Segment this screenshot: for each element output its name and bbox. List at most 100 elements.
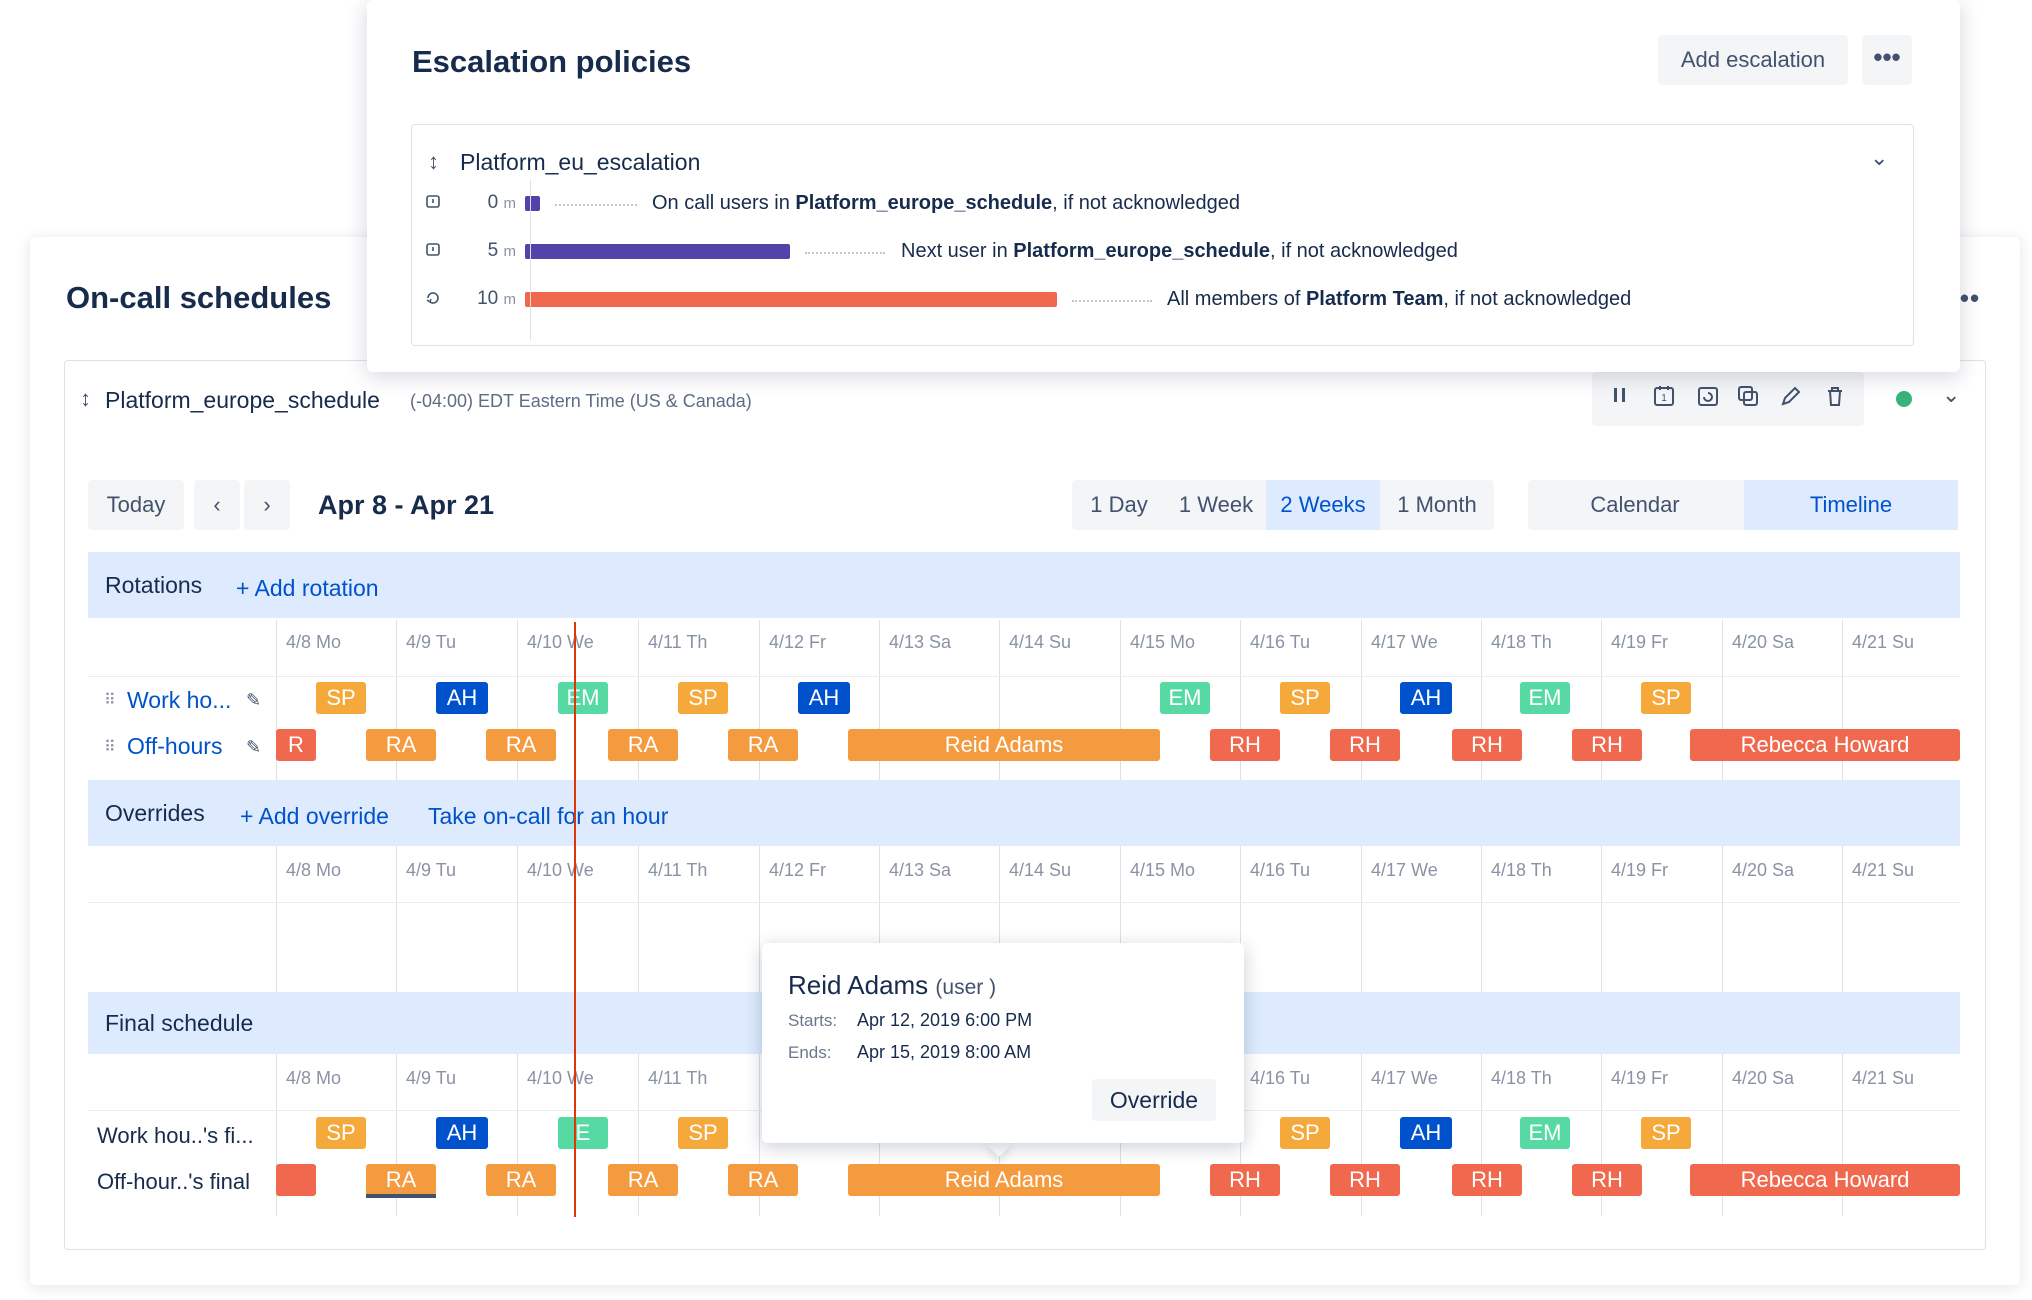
- view-calendar[interactable]: Calendar: [1590, 492, 1680, 517]
- shift-chip[interactable]: RH: [1210, 729, 1280, 761]
- shift-chip[interactable]: SP: [678, 682, 728, 714]
- step-delay: 5 m: [426, 240, 516, 262]
- shift-chip[interactable]: RH: [1210, 1164, 1280, 1196]
- shift-chip[interactable]: RA: [486, 1164, 556, 1196]
- shift-chip[interactable]: EM: [1520, 1117, 1570, 1149]
- shift-chip[interactable]: RA: [366, 729, 436, 761]
- override-button[interactable]: Override: [1092, 1079, 1216, 1121]
- trash-icon[interactable]: [1820, 384, 1850, 414]
- day-grid-line: [999, 846, 1000, 992]
- add-rotation-link[interactable]: + Add rotation: [236, 575, 379, 601]
- day-label: 4/12 Fr: [769, 632, 827, 652]
- range-1-week[interactable]: 1 Week: [1178, 492, 1254, 517]
- chevron-down-icon[interactable]: ⌄: [1870, 145, 1889, 170]
- shift-chip[interactable]: AH: [436, 682, 488, 714]
- current-time-line: [574, 622, 576, 1217]
- pencil-icon[interactable]: ✎: [246, 690, 262, 710]
- final-work-hours-label: Work hou..'s fi...: [97, 1123, 254, 1148]
- range-1-day[interactable]: 1 Day: [1090, 492, 1148, 517]
- view-timeline[interactable]: Timeline: [1744, 480, 1958, 530]
- day-label: 4/18 Th: [1491, 1068, 1552, 1088]
- sort-icon[interactable]: ↕: [428, 149, 439, 174]
- range-2-weeks[interactable]: 2 Weeks: [1266, 480, 1380, 530]
- step-delay-unit: m: [503, 243, 517, 260]
- add-override-link[interactable]: + Add override: [240, 803, 389, 829]
- rotation-work-hours-label[interactable]: Work ho...: [127, 687, 232, 713]
- shift-chip[interactable]: RH: [1452, 729, 1522, 761]
- shift-chip[interactable]: SP: [1280, 682, 1330, 714]
- shift-chip[interactable]: AH: [1400, 682, 1452, 714]
- shift-chip[interactable]: Rebecca Howard: [1690, 729, 1960, 761]
- day-grid-line: [759, 1054, 760, 1216]
- day-label: 4/20 Sa: [1732, 860, 1795, 880]
- shift-chip[interactable]: Reid Adams: [848, 729, 1160, 761]
- shift-chip[interactable]: RA: [728, 729, 798, 761]
- calendar-refresh-icon[interactable]: [1693, 384, 1723, 414]
- sort-icon[interactable]: ↕: [80, 386, 91, 411]
- day-label: 4/9 Tu: [406, 860, 457, 880]
- shift-chip[interactable]: SP: [1641, 682, 1691, 714]
- oncall-title: On-call schedules: [66, 280, 332, 315]
- today-button[interactable]: Today: [88, 480, 184, 530]
- shift-chip[interactable]: RH: [1572, 729, 1642, 761]
- shift-chip[interactable]: SP: [316, 1117, 366, 1149]
- shift-chip[interactable]: Reid Adams: [848, 1164, 1160, 1196]
- edit-icon[interactable]: [1776, 384, 1806, 414]
- day-label: 4/10 We: [527, 632, 594, 652]
- add-escalation-button[interactable]: Add escalation: [1658, 35, 1848, 85]
- shift-chip[interactable]: E: [558, 1117, 608, 1149]
- shift-chip[interactable]: RH: [1452, 1164, 1522, 1196]
- take-oncall-link[interactable]: Take on-call for an hour: [428, 803, 669, 829]
- shift-chip[interactable]: EM: [558, 682, 608, 714]
- shift-chip[interactable]: SP: [1280, 1117, 1330, 1149]
- range-1-month[interactable]: 1 Month: [1397, 492, 1477, 517]
- day-label: 4/8 Mo: [286, 860, 342, 880]
- pause-icon[interactable]: [1605, 384, 1635, 414]
- shift-chip[interactable]: AH: [1400, 1117, 1452, 1149]
- day-grid-line: [879, 846, 880, 992]
- pencil-icon[interactable]: ✎: [246, 737, 262, 757]
- shift-chip[interactable]: [276, 1164, 316, 1196]
- shift-chip[interactable]: R: [276, 729, 316, 761]
- oncall-more-button[interactable]: ••: [1959, 283, 1981, 313]
- day-grid-line: [638, 620, 639, 780]
- calendar-icon[interactable]: 1: [1649, 384, 1679, 414]
- copy-calendar-icon[interactable]: [1733, 384, 1763, 414]
- drag-handle-icon[interactable]: ⠿: [104, 739, 116, 756]
- shift-chip[interactable]: Rebecca Howard: [1690, 1164, 1960, 1196]
- escalation-more-button[interactable]: •••: [1862, 35, 1912, 85]
- row-divider: [88, 676, 1960, 677]
- shift-chip[interactable]: SP: [1641, 1117, 1691, 1149]
- shift-chip[interactable]: RH: [1572, 1164, 1642, 1196]
- drag-handle-icon[interactable]: ⠿: [104, 692, 116, 709]
- shift-chip[interactable]: SP: [678, 1117, 728, 1149]
- day-label: 4/15 Mo: [1130, 632, 1196, 652]
- shift-chip[interactable]: AH: [798, 682, 850, 714]
- shift-chip[interactable]: RA: [366, 1164, 436, 1196]
- shift-chip[interactable]: EM: [1160, 682, 1210, 714]
- rotation-off-hours-label[interactable]: Off-hours: [127, 733, 223, 759]
- previous-period-button[interactable]: ‹: [194, 480, 240, 530]
- day-grid-line: [517, 1054, 518, 1216]
- shift-chip[interactable]: RH: [1330, 729, 1400, 761]
- step-pre: All members of: [1167, 288, 1306, 310]
- shift-chip[interactable]: SP: [316, 682, 366, 714]
- shift-chip[interactable]: RA: [486, 729, 556, 761]
- shift-chip[interactable]: RA: [728, 1164, 798, 1196]
- shift-chip[interactable]: AH: [436, 1117, 488, 1149]
- chevron-down-icon[interactable]: ⌄: [1942, 382, 1961, 407]
- shift-chip[interactable]: RA: [608, 1164, 678, 1196]
- day-grid-line: [1120, 620, 1121, 780]
- shift-chip[interactable]: EM: [1520, 682, 1570, 714]
- shift-chip[interactable]: RH: [1330, 1164, 1400, 1196]
- day-grid-line: [1481, 620, 1482, 780]
- escalation-title: Escalation policies: [412, 44, 692, 79]
- day-label: 4/13 Sa: [889, 632, 952, 652]
- schedule-name[interactable]: Platform_europe_schedule: [105, 387, 380, 413]
- day-grid-line: [1601, 620, 1602, 780]
- escalation-policy-name[interactable]: Platform_eu_escalation: [460, 149, 701, 175]
- day-grid-line: [1601, 1054, 1602, 1216]
- day-label: 4/15 Mo: [1130, 860, 1196, 880]
- shift-chip[interactable]: RA: [608, 729, 678, 761]
- next-period-button[interactable]: ›: [244, 480, 290, 530]
